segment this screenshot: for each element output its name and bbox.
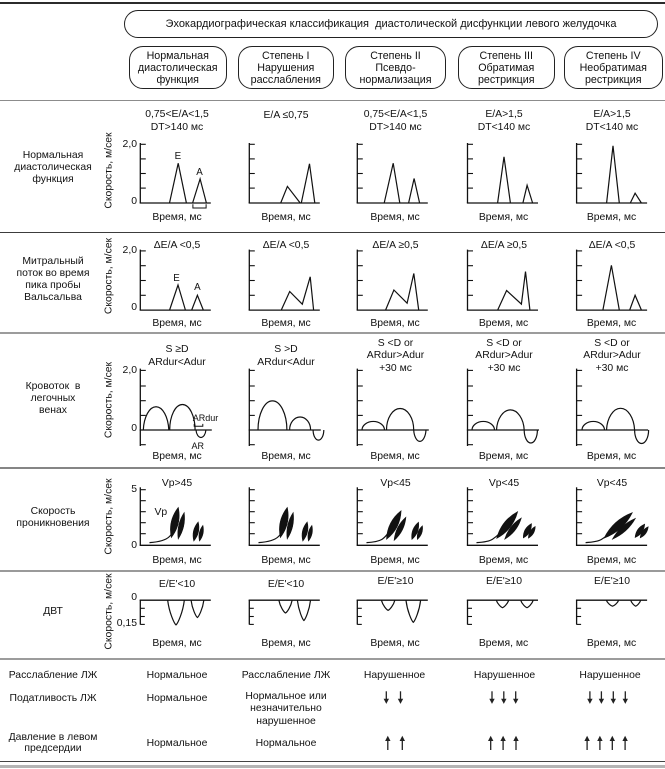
svg-text:Скорость, м/сек: Скорость, м/сек [104, 237, 115, 314]
svg-text:Скорость, м/сек: Скорость, м/сек [104, 361, 115, 438]
svg-text:Скорость, м/сек: Скорость, м/сек [104, 573, 115, 650]
svg-text:Скорость, м/сек: Скорость, м/сек [104, 478, 115, 555]
svg-text:Скорость, м/сек: Скорость, м/сек [104, 132, 115, 209]
